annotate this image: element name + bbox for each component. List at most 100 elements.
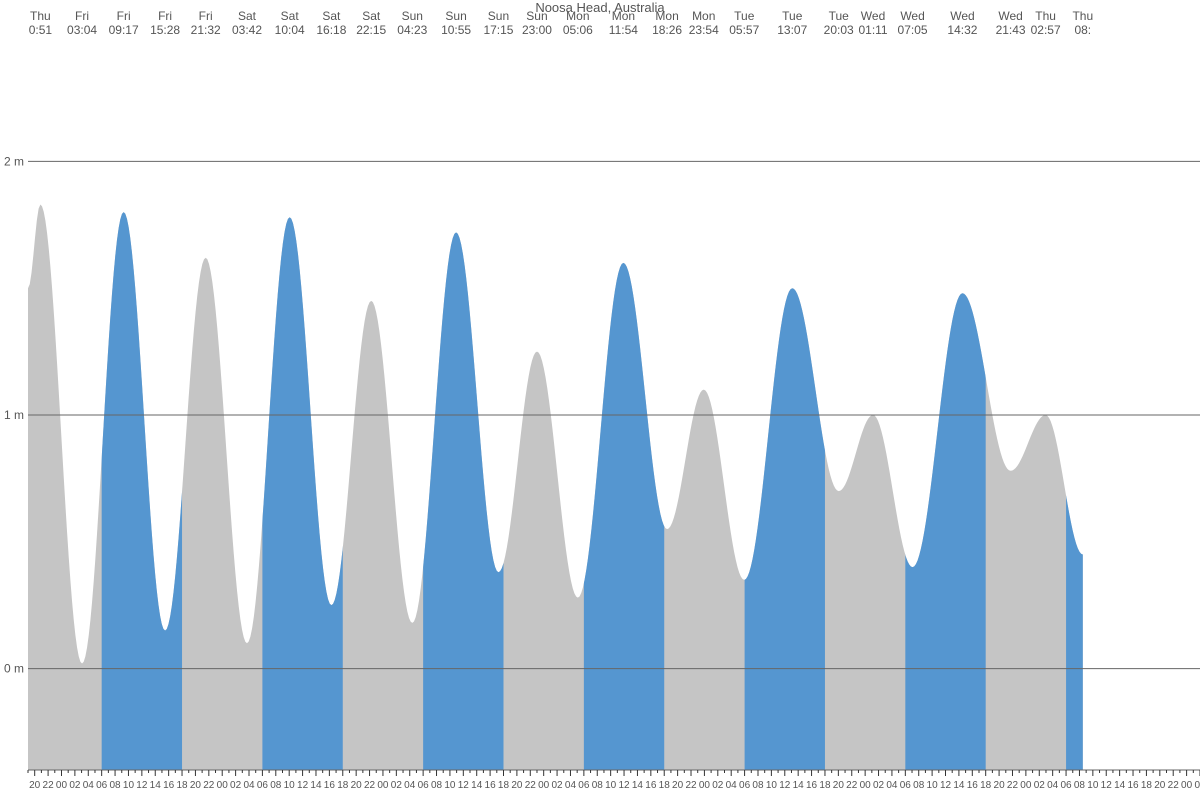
x-tick-label: 02 [69, 780, 81, 791]
x-tick-label: 06 [578, 780, 590, 791]
extreme-day-label: Fri [158, 9, 172, 23]
x-tick-label: 10 [444, 780, 456, 791]
x-tick-label: 04 [726, 780, 738, 791]
x-tick-label: 06 [96, 780, 108, 791]
extreme-day-label: Sat [322, 9, 341, 23]
extreme-time-label: 20:03 [824, 23, 854, 37]
extreme-day-label: Sat [238, 9, 257, 23]
x-tick-label: 02 [1034, 780, 1046, 791]
x-tick-label: 08 [110, 780, 122, 791]
x-tick-label: 04 [83, 780, 95, 791]
x-tick-label: 18 [980, 780, 992, 791]
extreme-day-label: Mon [692, 9, 715, 23]
x-tick-label: 06 [418, 780, 430, 791]
chart-title: Noosa Head, Australia [535, 0, 665, 15]
x-tick-label: 18 [498, 780, 510, 791]
x-tick-label: 22 [846, 780, 858, 791]
x-tick-label: 08 [431, 780, 443, 791]
x-tick-label: 08 [270, 780, 282, 791]
x-tick-label: 08 [913, 780, 925, 791]
extreme-day-label: Tue [829, 9, 850, 23]
extreme-time-label: 05:06 [563, 23, 593, 37]
x-tick-label: 10 [766, 780, 778, 791]
x-tick-label: 08 [1074, 780, 1086, 791]
x-tick-label: 22 [1168, 780, 1180, 791]
x-tick-label: 02 [552, 780, 564, 791]
x-tick-label: 08 [592, 780, 604, 791]
extreme-day-label: Tue [782, 9, 803, 23]
extreme-time-label: 02:57 [1031, 23, 1061, 37]
x-tick-label: 20 [1154, 780, 1166, 791]
extreme-day-label: Sat [362, 9, 381, 23]
x-tick-label: 22 [203, 780, 215, 791]
extreme-time-label: 15:28 [150, 23, 180, 37]
x-tick-label: 20 [351, 780, 363, 791]
x-tick-label: 20 [29, 780, 41, 791]
x-tick-label: 08 [752, 780, 764, 791]
x-tick-label: 14 [1114, 780, 1126, 791]
x-tick-label: 00 [377, 780, 389, 791]
extreme-time-label: 23:54 [689, 23, 719, 37]
extreme-time-label: 16:18 [316, 23, 346, 37]
extreme-day-label: Fri [75, 9, 89, 23]
x-tick-label: 16 [645, 780, 657, 791]
x-tick-label: 02 [1194, 780, 1200, 791]
extreme-day-label: Sun [445, 9, 466, 23]
x-tick-label: 22 [525, 780, 537, 791]
extreme-time-label: 10:55 [441, 23, 471, 37]
x-tick-label: 22 [364, 780, 376, 791]
x-tick-label: 22 [1007, 780, 1019, 791]
x-tick-label: 00 [538, 780, 550, 791]
x-tick-label: 10 [605, 780, 617, 791]
x-tick-label: 16 [1127, 780, 1139, 791]
extreme-day-label: Thu [1035, 9, 1056, 23]
x-tick-label: 16 [967, 780, 979, 791]
extreme-day-label: Thu [1072, 9, 1093, 23]
extreme-time-label: 03:42 [232, 23, 262, 37]
x-tick-label: 14 [793, 780, 805, 791]
extreme-time-label: 14:32 [947, 23, 977, 37]
extreme-time-label: 10:04 [275, 23, 305, 37]
extreme-day-label: Wed [861, 9, 885, 23]
extreme-time-label: 11:54 [609, 23, 638, 37]
x-tick-label: 06 [257, 780, 269, 791]
x-tick-label: 18 [819, 780, 831, 791]
extreme-time-label: 23:00 [522, 23, 552, 37]
extreme-time-label: 17:15 [483, 23, 513, 37]
x-tick-label: 06 [900, 780, 912, 791]
extreme-time-label: 08: [1074, 23, 1091, 37]
x-tick-label: 04 [1047, 780, 1059, 791]
y-axis-label: 0 m [4, 662, 24, 676]
tide-chart: 0 m1 m2 m2022000204060810121416182022000… [0, 0, 1200, 800]
x-tick-label: 00 [217, 780, 229, 791]
x-tick-label: 00 [860, 780, 872, 791]
x-tick-label: 12 [1101, 780, 1113, 791]
x-tick-label: 18 [176, 780, 188, 791]
x-tick-label: 20 [994, 780, 1006, 791]
x-tick-label: 12 [297, 780, 309, 791]
x-tick-label: 12 [458, 780, 470, 791]
x-tick-label: 02 [391, 780, 403, 791]
extreme-time-label: 05:57 [729, 23, 759, 37]
y-axis-label: 2 m [4, 154, 24, 168]
x-tick-label: 14 [471, 780, 483, 791]
x-tick-label: 06 [1060, 780, 1072, 791]
tide-chart-svg: 0 m1 m2 m2022000204060810121416182022000… [0, 0, 1200, 800]
x-tick-label: 00 [1181, 780, 1193, 791]
extreme-time-label: 03:04 [67, 23, 97, 37]
x-tick-label: 00 [56, 780, 68, 791]
x-tick-label: 22 [685, 780, 697, 791]
x-tick-label: 06 [739, 780, 751, 791]
x-tick-label: 14 [310, 780, 322, 791]
x-tick-label: 16 [485, 780, 497, 791]
x-tick-label: 12 [940, 780, 952, 791]
extreme-time-label: 21:32 [191, 23, 221, 37]
extreme-day-label: Sat [281, 9, 300, 23]
extreme-time-label: 22:15 [356, 23, 386, 37]
x-tick-label: 00 [1020, 780, 1032, 791]
x-tick-label: 18 [1141, 780, 1153, 791]
extreme-day-label: Sun [488, 9, 509, 23]
x-tick-label: 16 [163, 780, 175, 791]
x-tick-label: 10 [1087, 780, 1099, 791]
extreme-day-label: Fri [199, 9, 213, 23]
